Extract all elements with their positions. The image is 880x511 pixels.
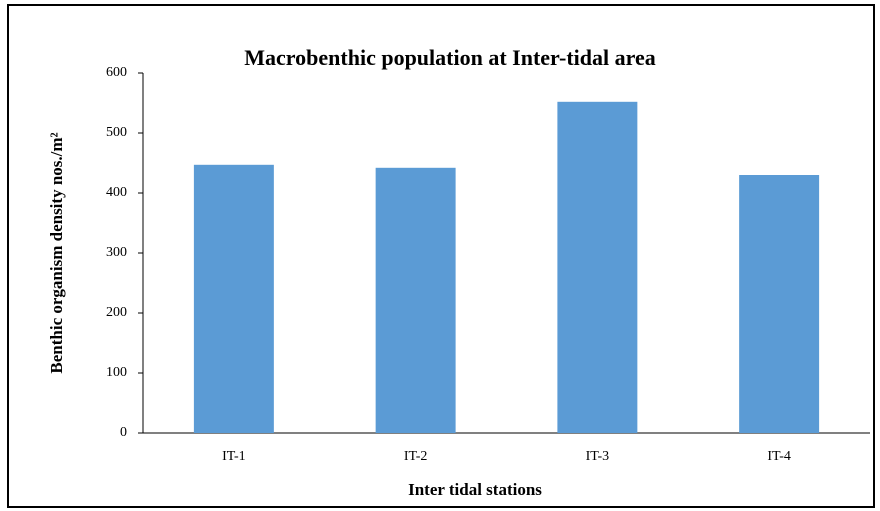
bar <box>739 175 820 433</box>
y-tick-label: 600 <box>106 65 127 80</box>
x-tick-label: IT-4 <box>767 449 791 464</box>
y-tick-label: 0 <box>120 425 127 440</box>
y-tick-label: 400 <box>106 185 127 200</box>
x-tick-label: IT-3 <box>586 449 610 464</box>
y-tick-label: 100 <box>106 365 127 380</box>
y-axis-title: Benthic organism density nos./m² <box>47 132 66 373</box>
bar <box>375 167 456 434</box>
bar <box>557 101 638 434</box>
y-tick-label: 300 <box>106 245 127 260</box>
bar <box>193 164 274 434</box>
x-tick-label: IT-2 <box>404 449 428 464</box>
x-axis-title: Inter tidal stations <box>408 480 542 499</box>
chart-title: Macrobenthic population at Inter-tidal a… <box>244 45 655 70</box>
y-tick-label: 200 <box>106 305 127 320</box>
x-tick-label: IT-1 <box>222 449 246 464</box>
y-tick-label: 500 <box>106 125 127 140</box>
